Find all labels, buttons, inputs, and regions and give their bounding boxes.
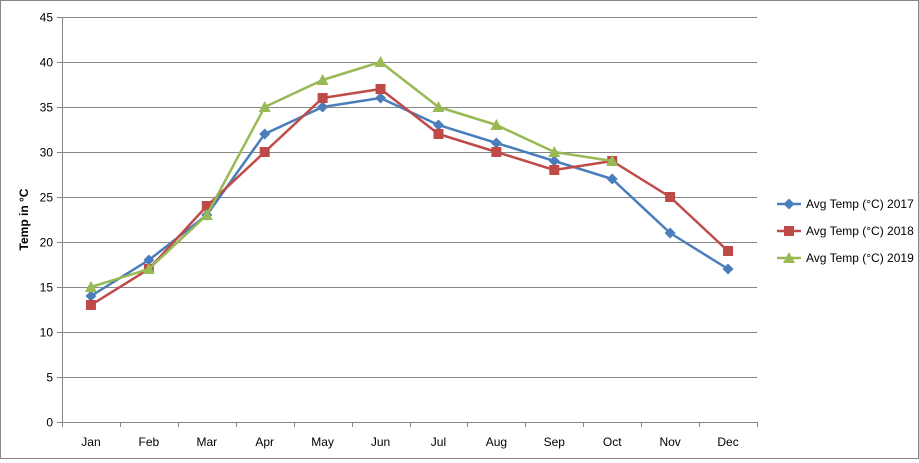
x-tick-label: Apr — [255, 435, 274, 449]
data-point — [201, 201, 212, 211]
data-point — [259, 128, 271, 140]
data-point — [606, 173, 618, 185]
legend: Avg Temp (°C) 2017 Avg Temp (°C) 2018 Avg … — [777, 197, 914, 265]
data-point — [548, 146, 561, 157]
series-line — [90, 87, 729, 307]
data-point — [374, 56, 387, 67]
axes — [57, 17, 758, 427]
legend-item: Avg Temp (°C) 2019 — [777, 251, 914, 265]
y-tick-label: 20 — [40, 236, 54, 250]
data-point — [432, 101, 445, 112]
data-point — [317, 101, 329, 113]
data-point — [665, 192, 676, 202]
y-tick-labels: 0 5 10 15 20 25 30 35 40 45 — [40, 11, 54, 430]
data-point — [258, 101, 271, 112]
data-point — [490, 137, 502, 149]
x-tick-label: Feb — [139, 435, 160, 449]
x-tick-label: Mar — [196, 435, 217, 449]
gridlines — [62, 17, 757, 378]
data-point — [84, 281, 97, 292]
x-tick-label: Jun — [371, 435, 390, 449]
data-point — [200, 209, 213, 220]
data-point — [783, 198, 795, 210]
data-point — [549, 165, 560, 175]
data-point — [490, 119, 503, 130]
x-tick-label: Oct — [603, 435, 622, 449]
x-tick-label: Aug — [486, 435, 507, 449]
y-tick-label: 15 — [40, 281, 54, 295]
legend-label: Avg Temp (°C) 2017 — [806, 197, 914, 211]
x-tick-labels: Jan Feb Mar Apr May Jun Jul Aug Sep Oct Nov Dec — [81, 435, 738, 449]
series-group — [84, 56, 734, 310]
y-tick-label: 30 — [40, 146, 54, 160]
data-point — [85, 290, 97, 302]
x-tick-label: Sep — [544, 435, 566, 449]
legend-item: Avg Temp (°C) 2018 — [777, 224, 914, 238]
y-tick-label: 40 — [40, 56, 54, 70]
y-tick-label: 25 — [40, 191, 54, 205]
data-point — [548, 155, 560, 167]
legend-item: Avg Temp (°C) 2017 — [777, 197, 914, 211]
y-axis-title: Temp in °C — [17, 188, 31, 250]
x-tick-label: Nov — [659, 435, 680, 449]
data-point — [432, 119, 444, 131]
data-point — [722, 263, 734, 275]
y-tick-label: 0 — [46, 416, 53, 430]
y-tick-label: 35 — [40, 101, 54, 115]
y-tick-label: 45 — [40, 11, 54, 25]
data-point — [85, 300, 96, 310]
data-point — [491, 147, 502, 157]
series-line — [90, 60, 613, 289]
data-point — [375, 92, 387, 104]
data-point — [316, 74, 329, 85]
x-tick-label: Dec — [717, 435, 738, 449]
data-point — [375, 84, 386, 94]
data-point — [606, 155, 619, 166]
data-point — [143, 254, 155, 266]
data-point — [433, 129, 444, 139]
y-tick-label: 10 — [40, 326, 54, 340]
data-point — [664, 227, 676, 239]
y-tick-label: 5 — [46, 371, 53, 385]
series — [84, 56, 619, 292]
x-tick-label: May — [311, 435, 334, 449]
data-point — [317, 93, 328, 103]
legend-label: Avg Temp (°C) 2019 — [806, 251, 914, 265]
data-point — [259, 147, 270, 157]
data-point — [783, 252, 795, 263]
data-point — [142, 263, 155, 274]
x-tick-label: Jan — [81, 435, 100, 449]
data-point — [723, 246, 734, 256]
legend-label: Avg Temp (°C) 2018 — [806, 224, 914, 238]
data-point — [784, 226, 794, 236]
x-tick-label: Jul — [431, 435, 446, 449]
